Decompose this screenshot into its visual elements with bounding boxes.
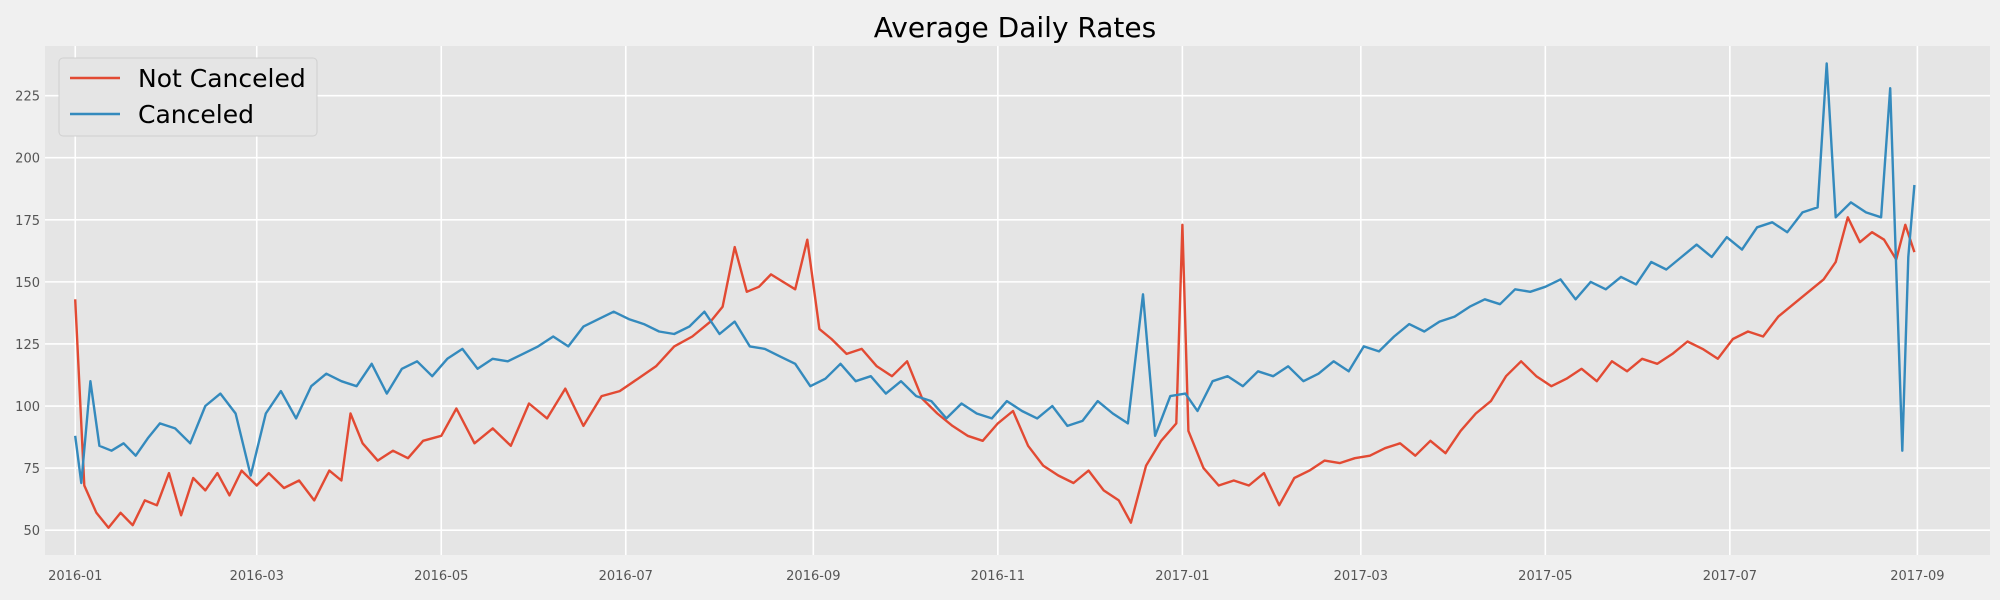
legend-box — [58, 57, 318, 137]
y-tick-label: 200 — [15, 152, 40, 167]
y-tick-label: 100 — [15, 400, 40, 415]
y-axis: 50 75 100 125 150 175 200 225 — [15, 90, 40, 540]
x-tick-label: 2016-01 — [48, 569, 102, 584]
plot-area — [45, 46, 1990, 555]
x-tick-label: 2017-05 — [1518, 569, 1572, 584]
y-tick-label: 150 — [15, 276, 40, 291]
series-line-not-canceled — [74, 216, 1916, 529]
x-axis: 2016-01 2016-03 2016-05 2016-07 2016-09 2016-… — [48, 569, 1944, 584]
legend: Not Canceled Canceled — [58, 57, 318, 137]
legend-label: Not Canceled — [138, 64, 306, 93]
x-tick-label: 2016-11 — [971, 569, 1025, 584]
x-tick-label: 2017-09 — [1890, 569, 1944, 584]
series-line-canceled — [74, 62, 1916, 485]
chart-title: Average Daily Rates — [874, 11, 1156, 44]
x-tick-label: 2017-07 — [1703, 569, 1757, 584]
grid-lines — [45, 46, 1990, 555]
y-tick-label: 75 — [23, 462, 40, 477]
x-tick-label: 2016-07 — [599, 569, 653, 584]
x-tick-label: 2017-03 — [1334, 569, 1388, 584]
x-tick-label: 2017-01 — [1155, 569, 1209, 584]
y-tick-label: 125 — [15, 338, 40, 353]
x-tick-label: 2016-05 — [414, 569, 468, 584]
y-tick-label: 175 — [15, 214, 40, 229]
x-tick-label: 2016-09 — [786, 569, 840, 584]
y-tick-label: 50 — [23, 524, 40, 539]
series-layer — [74, 62, 1916, 529]
x-tick-label: 2016-03 — [230, 569, 284, 584]
legend-label: Canceled — [138, 100, 254, 129]
y-tick-label: 225 — [15, 90, 40, 105]
